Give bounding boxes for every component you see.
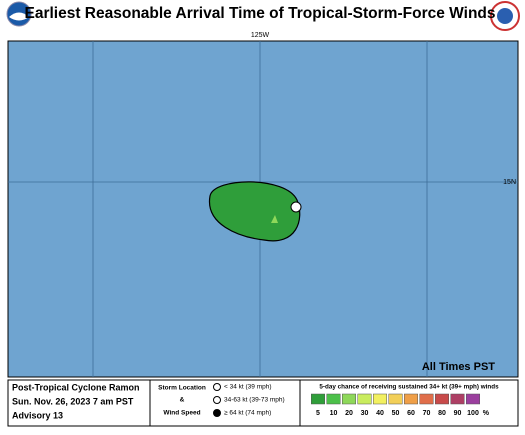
key-symbol <box>213 396 221 404</box>
wind-area <box>208 181 301 242</box>
key-heading: Wind Speed <box>163 410 200 417</box>
scale-label: 40 <box>376 410 384 417</box>
scale-label: 60 <box>407 410 415 417</box>
scale-swatch <box>466 393 480 405</box>
color-scale: 5 10 20 30 40 50 60 70 80 90 100% <box>311 393 490 417</box>
scale-label: 30 <box>361 410 369 417</box>
scale-swatch <box>357 393 372 405</box>
lon-label: 125W <box>251 32 270 39</box>
scale-swatch <box>311 393 325 405</box>
times-note: All Times PST <box>422 361 495 373</box>
scale-swatch <box>342 393 356 405</box>
key-heading: Storm Location <box>158 385 206 392</box>
key-item: ≥ 64 kt (74 mph) <box>224 410 271 417</box>
scale-swatch <box>404 393 418 405</box>
scale-swatch <box>388 393 403 405</box>
scale-label: 50 <box>392 410 400 417</box>
key-heading: & <box>180 397 185 404</box>
lat-label: 15N <box>503 179 516 186</box>
scale-swatch <box>419 393 434 405</box>
scale-label: 70 <box>423 410 431 417</box>
scale-swatch <box>450 393 465 405</box>
scale-label: 90 <box>454 410 462 417</box>
scale-label: 5 <box>316 410 320 417</box>
scale-label: 20 <box>345 410 353 417</box>
issue-time: Sun. Nov. 26, 2023 7 am PST <box>12 396 134 406</box>
storm-name: Post-Tropical Cyclone Ramon <box>12 382 140 392</box>
title: Earliest Reasonable Arrival Time of Trop… <box>24 5 495 22</box>
scale-unit: % <box>483 410 490 417</box>
scale-label: 10 <box>330 410 338 417</box>
scale-swatch <box>435 393 449 405</box>
key-symbol <box>213 383 221 391</box>
key-item: 34-63 kt (39-73 mph) <box>224 397 285 404</box>
storm-location <box>290 201 302 213</box>
key-item: < 34 kt (39 mph) <box>224 384 272 391</box>
marker <box>271 215 278 223</box>
scale-label: 100 <box>467 410 479 417</box>
scale-swatch <box>373 393 387 405</box>
key-symbol <box>213 409 221 417</box>
nws-logo <box>490 1 520 31</box>
scale-swatch <box>326 393 341 405</box>
noaa-logo <box>6 1 32 27</box>
advisory: Advisory 13 <box>12 410 63 420</box>
scale-label: 80 <box>438 410 446 417</box>
scale-title: 5-day chance of receiving sustained 34+ … <box>319 384 499 391</box>
